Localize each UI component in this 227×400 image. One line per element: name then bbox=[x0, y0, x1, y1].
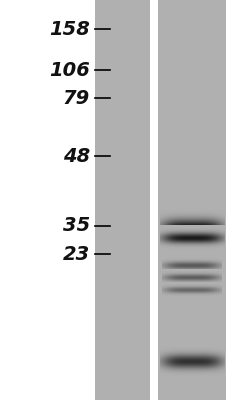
Text: 23: 23 bbox=[62, 244, 90, 264]
Bar bbox=[157, 0, 225, 400]
Text: 35: 35 bbox=[62, 216, 90, 236]
Text: 106: 106 bbox=[49, 60, 90, 80]
Text: 79: 79 bbox=[62, 88, 90, 108]
Text: 48: 48 bbox=[62, 146, 90, 166]
Text: 158: 158 bbox=[49, 20, 90, 39]
Bar bbox=[149, 0, 157, 400]
Bar bbox=[95, 0, 149, 400]
